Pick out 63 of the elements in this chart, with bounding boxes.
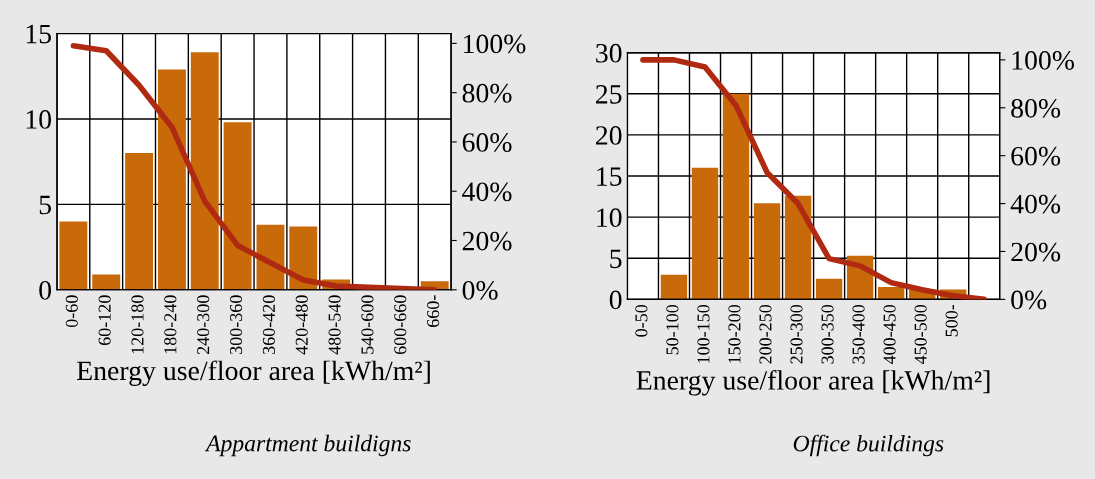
y-tick-label: 0	[609, 290, 622, 310]
x-tick-label: 300-360	[229, 295, 243, 354]
y2-tick-label: 80%	[462, 83, 512, 103]
x-axis-title: Energy use/floor area [kWh/m²]	[76, 360, 430, 386]
x-tick-label: 420-480	[295, 295, 308, 355]
y2-tick-label: 40%	[462, 182, 512, 202]
bar	[877, 287, 905, 300]
x-tick-label: 660-	[427, 295, 440, 327]
text: Appartment buildigns	[204, 434, 411, 457]
text: Office buildings	[793, 434, 944, 457]
bar	[125, 153, 154, 290]
x-tick-label: 400-450	[883, 304, 896, 365]
x-tick-label: 450-500	[914, 304, 927, 365]
y-tick-label: 5	[39, 195, 51, 215]
x-tick-label: 0-60	[65, 295, 78, 328]
y2-tick-label: 60%	[1011, 146, 1061, 166]
bar	[157, 69, 186, 290]
x-tick-label: 100-150	[697, 304, 710, 363]
bar	[190, 52, 219, 290]
x-tick-label: 200-250	[759, 304, 772, 364]
x-tick-label: 350-400	[852, 304, 865, 364]
x-tick-label: 150-200	[728, 304, 741, 363]
y-tick-label: 20	[596, 126, 622, 145]
y2-tick-label: 60%	[462, 133, 512, 152]
x-tick-label: 240-300	[197, 295, 210, 355]
y2-tick-label: 80%	[1011, 98, 1061, 118]
bar	[784, 195, 812, 300]
y-tick-label: 30	[596, 43, 622, 63]
x-tick-label: 180-240	[164, 295, 177, 354]
x-tick-label: 60-120	[98, 295, 111, 346]
bar	[223, 122, 252, 290]
y2-tick-label: 100%	[1012, 51, 1075, 70]
y-tick-label: 10	[597, 208, 622, 228]
y-tick-label: 25	[596, 85, 622, 104]
bar	[92, 274, 121, 290]
y2-tick-label: 0%	[1011, 290, 1047, 310]
x-tick-label: 300-350	[821, 304, 834, 364]
y2-tick-label: 20%	[1011, 242, 1061, 262]
bar	[660, 274, 688, 300]
y2-tick-label: 0%	[462, 280, 498, 300]
x-tick-label: 360-420	[262, 295, 275, 354]
x-tick-label: 250-300	[790, 304, 803, 364]
y-tick-label: 15	[26, 24, 51, 44]
x-axis-title: Energy use/floor area [kWh/m²]	[636, 369, 990, 396]
y2-tick-label: 40%	[1010, 194, 1061, 214]
x-tick-label: 0-50	[635, 304, 648, 337]
y-tick-label: 15	[597, 167, 622, 186]
x-tick-label: 50-100	[666, 304, 679, 355]
bar	[722, 93, 750, 300]
x-tick-label: 120-180	[131, 295, 144, 354]
bar	[753, 203, 781, 300]
x-tick-label: 600-660	[394, 295, 407, 355]
y-tick-label: 10	[26, 110, 52, 129]
y-tick-label: 0	[39, 280, 52, 300]
y-tick-label: 5	[610, 249, 622, 269]
y2-tick-label: 100%	[464, 34, 526, 54]
y2-tick-label: 20%	[462, 231, 512, 251]
x-tick-label: 540-600	[361, 295, 374, 354]
x-tick-label: 500-	[945, 304, 958, 337]
x-tick-label: 480-540	[328, 295, 341, 355]
bar	[815, 278, 843, 300]
bar	[59, 221, 88, 290]
bar	[691, 167, 719, 300]
